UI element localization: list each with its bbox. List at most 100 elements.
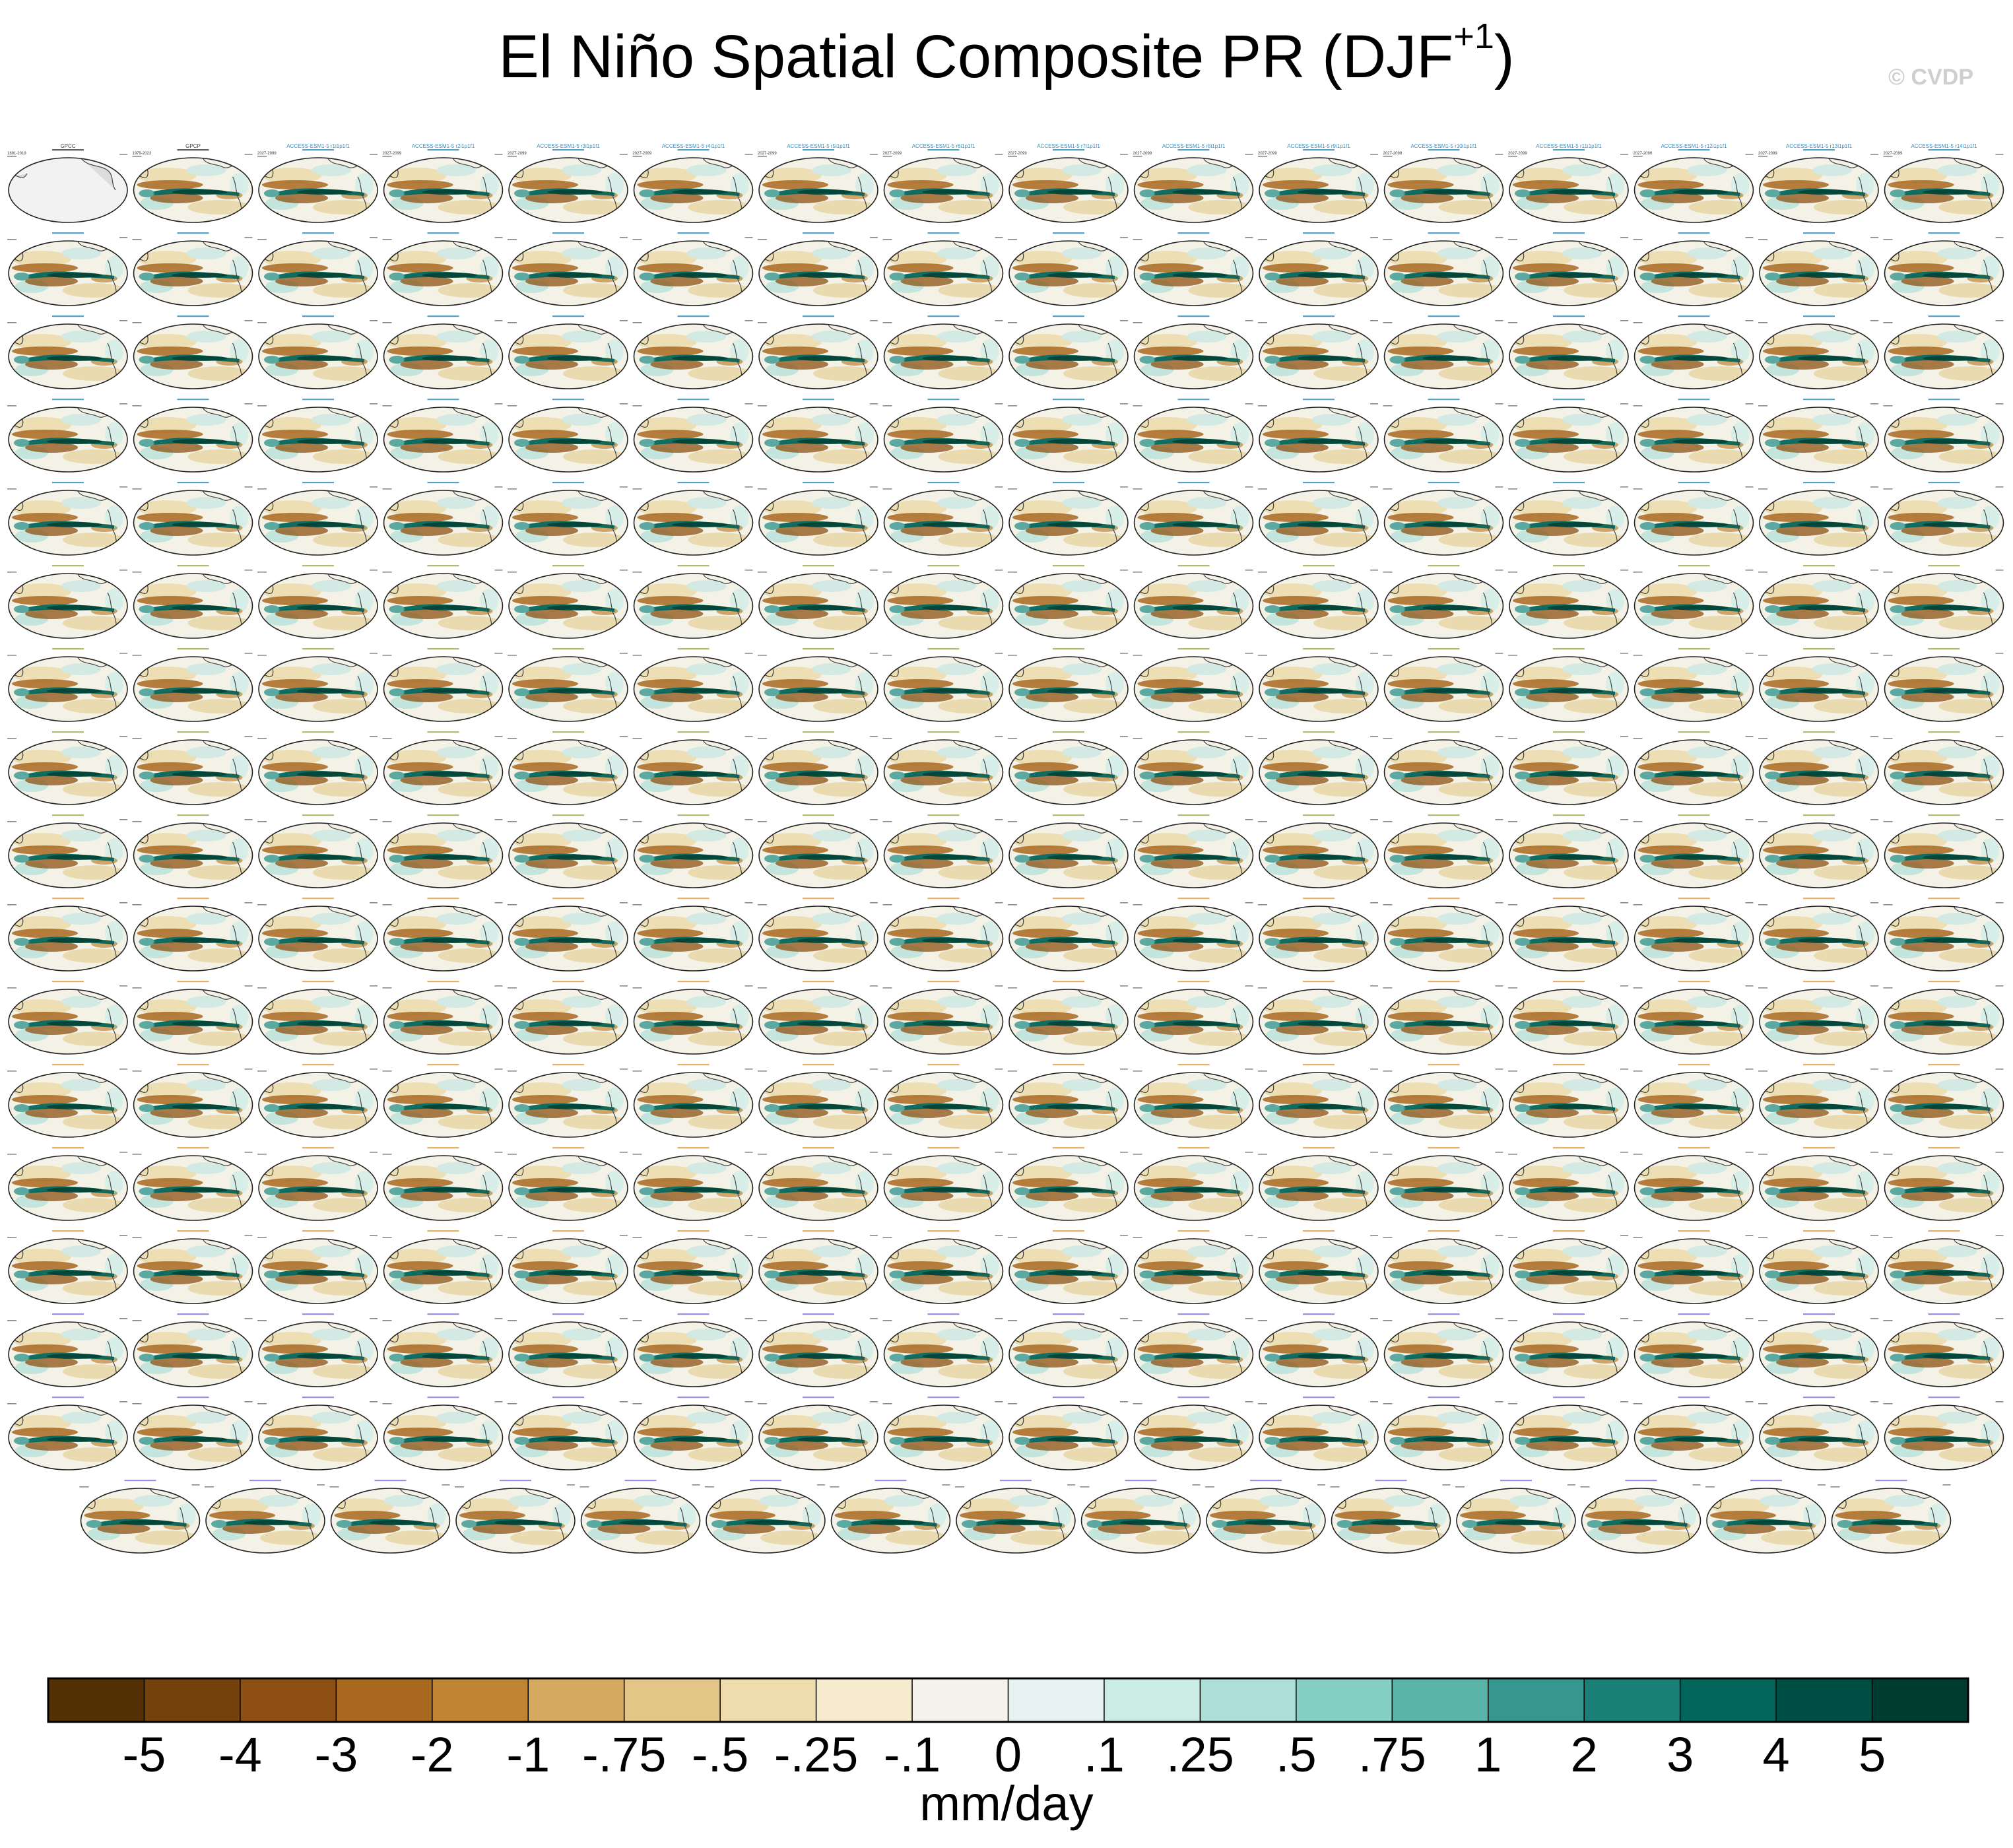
colorbar-swatch	[1872, 1678, 1969, 1722]
panel-stats-mark	[566, 1484, 575, 1486]
panel-stats-mark	[1120, 985, 1128, 987]
colorbar-swatch	[1008, 1678, 1105, 1722]
panel-title-mark	[1428, 981, 1460, 983]
panel-title-mark	[803, 1064, 834, 1066]
panel-stats-mark	[1120, 486, 1128, 488]
panel-title-mark	[302, 1230, 334, 1232]
panel-stats-mark	[870, 736, 878, 737]
map-panel	[257, 1064, 378, 1137]
panel-title-mark	[1375, 1480, 1407, 1482]
panel-title-mark	[1678, 232, 1710, 234]
panel-years-mark	[1330, 1486, 1340, 1488]
panel-years-mark	[508, 738, 517, 739]
panel-years: 2027-2099	[883, 152, 902, 156]
panel-stats-mark	[1870, 1318, 1878, 1319]
panel-stats-mark	[1370, 570, 1378, 571]
panel-title-mark	[677, 1397, 710, 1399]
panel-title-mark	[177, 1230, 209, 1232]
panel-title-mark	[249, 1480, 281, 1482]
map-panel	[132, 1147, 253, 1220]
panel-stats-mark	[494, 1152, 503, 1153]
panel-title-mark	[1928, 565, 1960, 567]
panel-years-mark	[1258, 987, 1267, 989]
panel-years-mark	[1758, 987, 1767, 989]
panel-years-mark	[1508, 1071, 1517, 1072]
map-panel	[632, 731, 753, 805]
colorbar-swatch	[720, 1678, 817, 1722]
colorbar-swatch	[624, 1678, 721, 1722]
panel-title-mark	[427, 1397, 459, 1399]
panel-stats-mark	[870, 1235, 878, 1236]
colorbar-frame	[47, 1677, 1969, 1723]
panel-title-mark	[427, 981, 459, 983]
panel-stats-mark	[494, 154, 503, 155]
map-panel	[1383, 1147, 1503, 1220]
panel-stats-mark	[620, 403, 628, 405]
panel-title-mark	[1553, 149, 1585, 151]
panel-stats-mark	[1370, 653, 1378, 654]
panel-stats-mark	[995, 1069, 1003, 1070]
panel-years-mark	[1383, 156, 1393, 157]
panel-stats-mark	[744, 486, 753, 488]
map-panel	[382, 981, 503, 1054]
panel-title-mark	[427, 898, 459, 900]
map-panel	[257, 648, 378, 721]
panel-years-mark	[1008, 1403, 1017, 1404]
panel-title-mark	[427, 149, 459, 151]
panel-years-mark	[1133, 904, 1142, 906]
panel-years: 2027-2099	[1508, 152, 1527, 156]
map-panel: ACCESS-ESM1-5 r1i1p1f1 2027-2099	[257, 143, 378, 222]
colorbar-tick-label: -.1	[884, 1727, 940, 1782]
panel-stats-mark	[494, 1235, 503, 1236]
panel-title-mark	[427, 399, 459, 401]
panel-title-mark	[52, 1397, 84, 1399]
colorbar-tick-label: .25	[1166, 1727, 1234, 1782]
panel-years-mark	[1258, 1071, 1267, 1072]
panel-title-mark	[677, 1064, 710, 1066]
panel-stats-mark	[1120, 1318, 1128, 1319]
panel-title-mark	[302, 898, 334, 900]
panel-years-mark	[1383, 572, 1393, 573]
map-panel	[1258, 1397, 1378, 1470]
panel-stats-mark	[1370, 902, 1378, 904]
map-panel	[1258, 1064, 1378, 1137]
map-panel	[1133, 814, 1253, 888]
map-panel	[1633, 898, 1754, 971]
panel-title-mark	[1803, 1397, 1835, 1399]
panel-stats-mark	[119, 154, 127, 155]
panel-years-mark	[758, 239, 767, 240]
panel-years-mark	[454, 1486, 464, 1488]
panel-title: ACCESS-ESM1-5 r14i1p1f1	[1911, 143, 1977, 149]
panel-title-mark	[1125, 1480, 1157, 1482]
map-panel	[329, 1480, 449, 1553]
panel-title-mark	[803, 814, 834, 816]
panel-title-mark	[1177, 482, 1210, 484]
panel-years-mark	[758, 1320, 767, 1321]
map-panel	[1758, 399, 1878, 472]
panel-title-mark	[927, 898, 960, 900]
map-panel	[882, 482, 1003, 555]
panel-title-mark	[1553, 232, 1585, 234]
panel-title-mark	[52, 399, 84, 401]
panel-stats-mark	[244, 1069, 253, 1070]
panel-years-mark	[132, 322, 142, 323]
panel-title-mark	[1678, 898, 1710, 900]
panel-years-mark	[1258, 904, 1267, 906]
map-panel	[382, 731, 503, 805]
panel-stats-mark	[1370, 1235, 1378, 1236]
panel-title-mark	[1678, 731, 1710, 733]
panel-stats-mark	[1870, 237, 1878, 238]
map-panel	[1508, 1064, 1628, 1137]
panel-stats-mark	[620, 320, 628, 321]
panel-years-mark	[1633, 655, 1643, 656]
map-panel	[1883, 648, 2004, 721]
panel-years-mark	[1883, 655, 1893, 656]
panel-title-mark	[427, 1064, 459, 1066]
map-panel	[257, 981, 378, 1054]
panel-title-mark	[677, 648, 710, 650]
panel-years-mark	[882, 904, 892, 906]
panel-stats-mark	[1995, 736, 2004, 737]
map-panel	[7, 1313, 127, 1387]
map-panel	[1508, 648, 1628, 721]
